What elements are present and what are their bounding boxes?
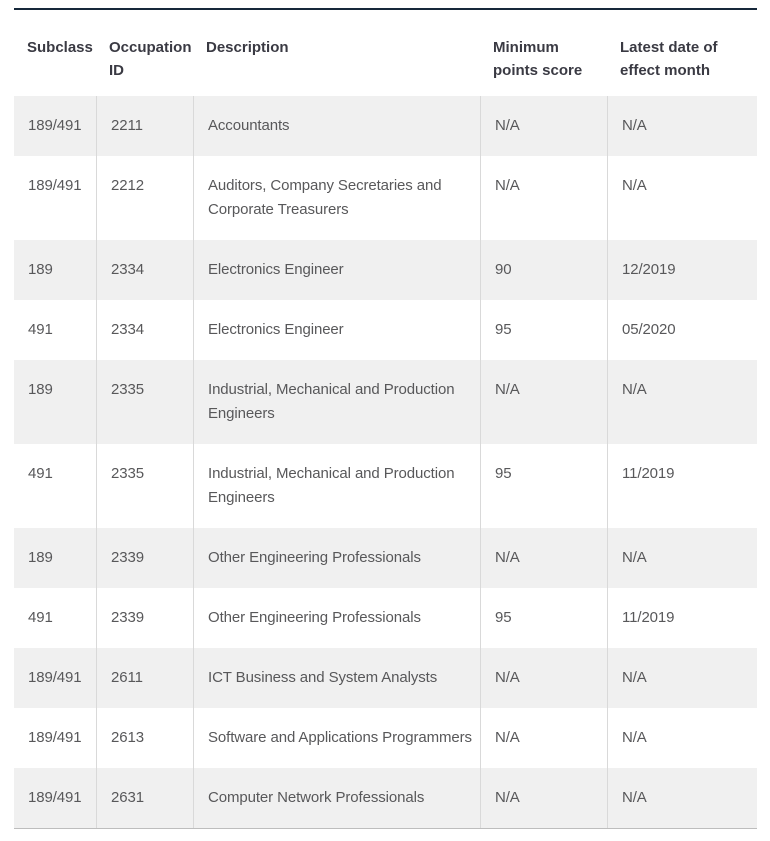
cell-latest_date: 12/2019 [607,240,757,300]
table-row: 491 2334 Electronics Engineer 95 05/2020 [14,300,757,360]
cell-latest_date: N/A [607,96,757,156]
cell-occupation_id: 2335 [96,444,193,528]
cell-min_points: N/A [480,360,607,444]
cell-subclass: 491 [14,300,96,360]
cell-subclass: 189 [14,528,96,588]
cell-subclass: 189/491 [14,648,96,708]
cell-min_points: N/A [480,708,607,768]
cell-occupation_id: 2613 [96,708,193,768]
cell-occupation_id: 2334 [96,300,193,360]
cell-latest_date: 11/2019 [607,444,757,528]
cell-min_points: N/A [480,648,607,708]
table-row: 189/491 2613 Software and Applications Pro… [14,708,757,768]
cell-description: Industrial, Mechanical and Production En… [193,360,480,444]
cell-subclass: 189/491 [14,768,96,828]
cell-occupation_id: 2212 [96,156,193,240]
cell-latest_date: N/A [607,708,757,768]
cell-min_points: 90 [480,240,607,300]
cell-min_points: N/A [480,156,607,240]
cell-occupation_id: 2211 [96,96,193,156]
cell-subclass: 491 [14,444,96,528]
cell-occupation_id: 2334 [96,240,193,300]
cell-latest_date: 11/2019 [607,588,757,648]
cell-min_points: N/A [480,768,607,828]
cell-occupation_id: 2335 [96,360,193,444]
table-row: 189/491 2212 Auditors, Company Secretaries… [14,156,757,240]
cell-description: Software and Applications Programmers [193,708,480,768]
cell-min_points: 95 [480,588,607,648]
table-header: Subclass Occupation ID Description Minimum … [14,10,757,96]
cell-occupation_id: 2611 [96,648,193,708]
table-row: 189/491 2631 Computer Network Professional… [14,768,757,828]
cell-description: Auditors, Company Secretaries and Corpor… [193,156,480,240]
cell-description: Electronics Engineer [193,240,480,300]
table-row: 189/491 2211 Accountants N/A N/A [14,96,757,156]
cell-latest_date: N/A [607,648,757,708]
table-row: 491 2335 Industrial, Mechanical and Produc… [14,444,757,528]
table-row: 491 2339 Other Engineering Professionals 95… [14,588,757,648]
cell-subclass: 189/491 [14,708,96,768]
cell-description: Electronics Engineer [193,300,480,360]
cell-description: Other Engineering Professionals [193,588,480,648]
cell-occupation_id: 2339 [96,588,193,648]
column-header-subclass: Subclass [14,10,96,96]
cell-description: Computer Network Professionals [193,768,480,828]
cell-subclass: 491 [14,588,96,648]
column-header-latest_date: Latest date of effect month [607,10,757,96]
cell-min_points: N/A [480,96,607,156]
cell-description: Accountants [193,96,480,156]
cell-latest_date: N/A [607,528,757,588]
table-row: 189/491 2611 ICT Business and System Analy… [14,648,757,708]
column-header-min_points: Minimum points score [480,10,607,96]
occupations-table: Subclass Occupation ID Description Minimum … [14,8,757,829]
cell-subclass: 189/491 [14,156,96,240]
table-row: 189 2334 Electronics Engineer 90 12/2019 [14,240,757,300]
column-header-occupation_id: Occupation ID [96,10,193,96]
cell-description: Other Engineering Professionals [193,528,480,588]
table-body: 189/491 2211 Accountants N/A N/A 189/491 2212 A… [14,96,757,828]
table-row: 189 2335 Industrial, Mechanical and Produc… [14,360,757,444]
cell-latest_date: N/A [607,360,757,444]
cell-latest_date: N/A [607,768,757,828]
cell-min_points: 95 [480,300,607,360]
cell-subclass: 189/491 [14,96,96,156]
cell-description: ICT Business and System Analysts [193,648,480,708]
cell-occupation_id: 2339 [96,528,193,588]
cell-description: Industrial, Mechanical and Production En… [193,444,480,528]
cell-subclass: 189 [14,240,96,300]
header-row: Subclass Occupation ID Description Minimum … [14,10,757,96]
table-row: 189 2339 Other Engineering Professionals N/… [14,528,757,588]
cell-min_points: N/A [480,528,607,588]
cell-latest_date: 05/2020 [607,300,757,360]
cell-occupation_id: 2631 [96,768,193,828]
cell-latest_date: N/A [607,156,757,240]
column-header-description: Description [193,10,480,96]
cell-subclass: 189 [14,360,96,444]
cell-min_points: 95 [480,444,607,528]
